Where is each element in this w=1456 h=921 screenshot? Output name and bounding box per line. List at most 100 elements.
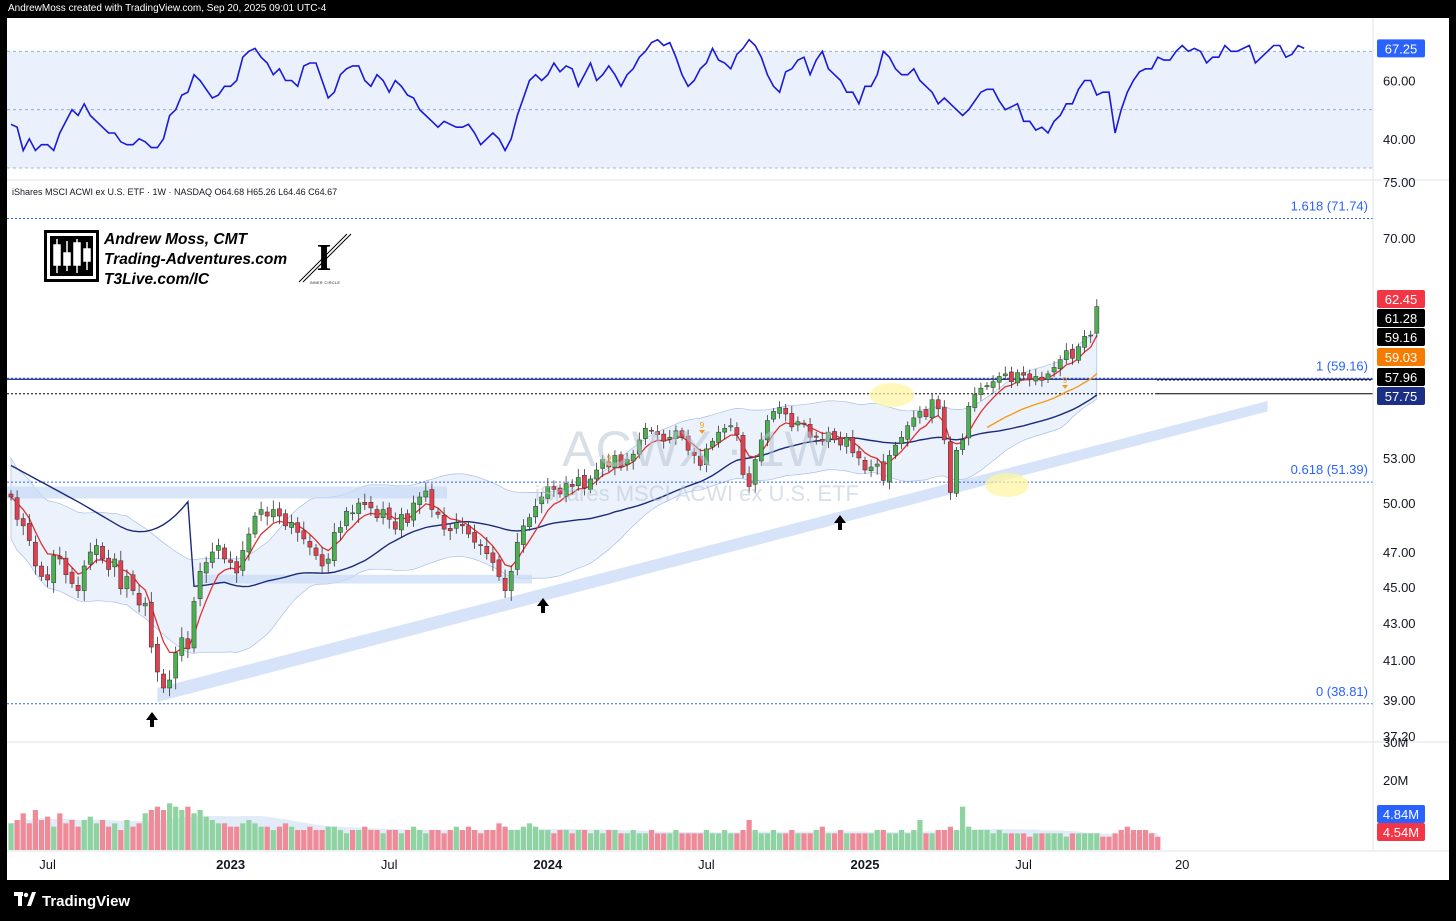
time-tick-label: 2025 <box>851 857 880 872</box>
candle-body <box>874 463 880 467</box>
candle-body <box>655 431 660 435</box>
volume-bar <box>411 826 417 850</box>
tradingview-logo[interactable]: TradingView <box>14 892 130 910</box>
volume-bar <box>197 810 203 850</box>
volume-bar <box>838 830 844 850</box>
time-tick-label: Jul <box>1015 857 1032 872</box>
volume-bar <box>606 830 612 850</box>
volume-bar <box>14 820 20 850</box>
volume-bar <box>356 830 362 850</box>
candle-body <box>582 475 587 489</box>
rsi-tick-label: 40.00 <box>1383 132 1416 147</box>
volume-bar <box>673 830 679 850</box>
candle-body <box>386 507 392 520</box>
candle-body <box>527 517 532 527</box>
candle-body <box>539 496 545 505</box>
candle-body <box>258 509 264 515</box>
candle-body <box>899 437 904 445</box>
volume-bar <box>685 833 691 850</box>
candle-body <box>704 448 709 465</box>
volume-bar <box>154 806 160 850</box>
volume-bars <box>8 803 1161 850</box>
volume-bar <box>526 823 533 850</box>
candle-body <box>838 437 843 446</box>
svg-text:I: I <box>317 237 332 279</box>
candle-body <box>118 560 124 590</box>
volume-bar <box>825 833 831 850</box>
volume-bar <box>679 833 685 850</box>
volume-bar <box>1136 830 1143 850</box>
volume-bar <box>136 823 142 850</box>
candle-body <box>411 502 416 521</box>
volume-bar <box>337 830 343 850</box>
candle-body <box>106 557 111 570</box>
volume-bar <box>1094 833 1100 850</box>
volume-bar <box>844 833 850 850</box>
candle-body <box>191 601 197 649</box>
candle-body <box>545 486 551 499</box>
volume-badge <box>1377 823 1425 841</box>
candle-body <box>179 637 185 656</box>
volume-bar <box>1155 836 1161 850</box>
volume-bar <box>905 833 911 850</box>
candle-body <box>948 441 953 493</box>
candle-body <box>203 562 209 574</box>
chart-canvas[interactable]: 60.00 40.00 67.25 75.00 70.00 53.00 50.00 47.00… <box>7 18 1449 880</box>
volume-bar <box>1149 833 1155 850</box>
volume-bar <box>960 806 966 850</box>
candle-body <box>1009 371 1014 382</box>
price-tick-label: 50.00 <box>1383 496 1416 511</box>
volume-bar <box>783 833 789 850</box>
volume-bar <box>289 826 295 850</box>
candle-body <box>429 489 435 510</box>
volume-bar <box>886 833 892 850</box>
candle-body <box>594 469 599 480</box>
candle-body <box>868 466 874 471</box>
candle-body <box>710 440 715 448</box>
candle-body <box>612 455 618 469</box>
price-tick-label: 75.00 <box>1383 175 1416 190</box>
volume-bar <box>276 826 282 850</box>
volume-bar <box>313 830 319 850</box>
candle-body <box>521 525 526 545</box>
volume-bar <box>1027 836 1033 850</box>
candle-body <box>374 509 380 518</box>
price-badge-label: 59.16 <box>1385 330 1418 345</box>
candle-body <box>57 556 63 560</box>
candle-body <box>136 593 142 606</box>
candle-body <box>752 459 758 485</box>
volume-bar <box>160 810 167 850</box>
candle-body <box>112 558 118 568</box>
price-tick-label: 39.00 <box>1383 693 1416 708</box>
candle-body <box>277 508 282 517</box>
candle-body <box>380 509 386 518</box>
volume-bar <box>301 830 307 850</box>
fib-level-label: 1.618 (71.74) <box>1291 199 1368 214</box>
volume-bar <box>404 830 411 850</box>
brand-site: Trading-Adventures.com <box>104 251 288 268</box>
volume-bar <box>215 823 221 850</box>
candle-body <box>850 437 856 454</box>
candle-body <box>716 431 721 443</box>
price-badge-label: 57.75 <box>1385 389 1418 404</box>
td-count-label: 9 <box>1063 376 1068 385</box>
price-badge <box>1377 387 1425 405</box>
candle-body <box>460 523 465 527</box>
chart-svg[interactable]: 60.00 40.00 67.25 75.00 70.00 53.00 50.00 47.00… <box>7 18 1449 880</box>
volume-bar <box>978 830 984 850</box>
time-tick-label: 2023 <box>216 857 245 872</box>
candle-body <box>197 571 203 599</box>
volume-bar <box>691 833 697 850</box>
volume-bar <box>642 833 648 850</box>
price-badge <box>1377 309 1425 327</box>
price-badge <box>1377 368 1425 386</box>
volume-bar <box>447 830 453 850</box>
candle-body <box>923 409 929 417</box>
rsi-tick-label: 60.00 <box>1383 74 1416 89</box>
time-tick-label: Jul <box>698 857 715 872</box>
fib-level-label: 0.618 (51.39) <box>1291 462 1368 477</box>
candle-body <box>234 561 240 574</box>
volume-bar <box>1069 833 1075 850</box>
candle-body <box>624 459 630 465</box>
candle-body <box>295 522 301 533</box>
